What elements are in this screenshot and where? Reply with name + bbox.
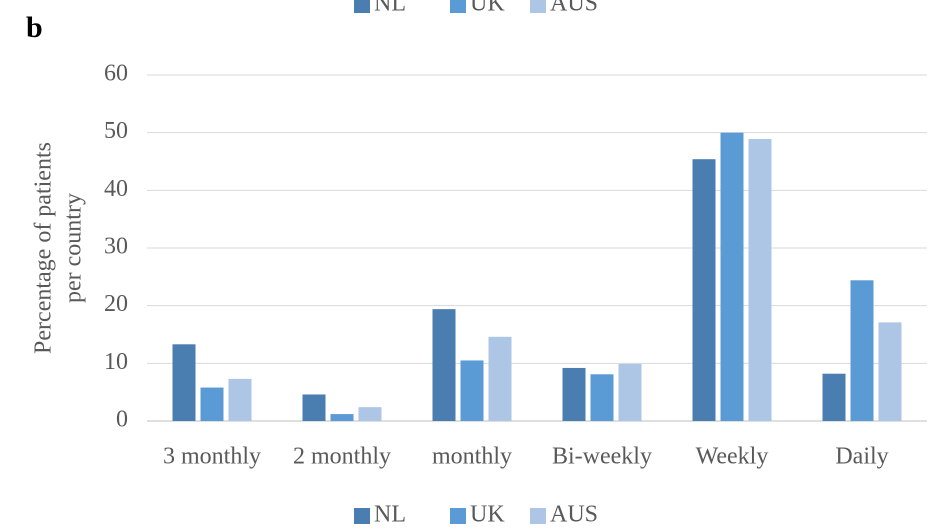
x-tick-label: monthly xyxy=(432,444,512,470)
legend-label: UK xyxy=(470,502,505,528)
bar xyxy=(878,322,902,421)
legend-swatch xyxy=(450,0,466,13)
legend-label: UK xyxy=(470,0,505,17)
bar xyxy=(228,378,252,421)
bar xyxy=(488,336,512,421)
y-tick-label: 20 xyxy=(104,291,128,317)
bar xyxy=(850,280,874,421)
bar xyxy=(330,414,354,421)
bar xyxy=(748,139,772,421)
x-tick-label: 2 monthly xyxy=(293,444,391,470)
y-tick-label: 30 xyxy=(104,234,128,260)
y-label-line: Percentage of patients xyxy=(31,142,57,354)
x-tick-label: Daily xyxy=(835,444,888,470)
bar xyxy=(822,373,846,421)
legend-label: NL xyxy=(374,0,406,17)
bar xyxy=(692,159,716,421)
x-tick-label: 3 monthly xyxy=(163,444,261,470)
bar xyxy=(562,367,586,421)
panel-label: b xyxy=(26,11,43,44)
legend-swatch xyxy=(354,508,370,524)
bar xyxy=(358,407,382,421)
legend-label: AUS xyxy=(550,502,598,528)
legend-label: AUS xyxy=(550,0,598,17)
bar xyxy=(302,394,326,421)
bar xyxy=(618,363,642,421)
y-tick-label: 0 xyxy=(116,407,128,433)
y-axis-title: Percentage of patients per country xyxy=(31,142,87,354)
y-label-line: per country xyxy=(61,193,87,303)
bar xyxy=(172,344,196,421)
y-tick-label: 60 xyxy=(104,61,128,87)
legend-swatch xyxy=(530,0,546,13)
x-tick-label: Bi-weekly xyxy=(552,444,652,470)
y-tick-label: 40 xyxy=(104,176,128,202)
bar xyxy=(460,360,484,421)
x-tick-label: Weekly xyxy=(696,444,769,470)
legend-swatch xyxy=(530,508,546,524)
bar xyxy=(720,132,744,421)
legend-label: NL xyxy=(374,502,406,528)
bar xyxy=(432,309,456,421)
bar xyxy=(200,387,224,421)
legend-swatch xyxy=(450,508,466,524)
y-tick-label: 50 xyxy=(104,118,128,144)
y-tick-label: 10 xyxy=(104,349,128,375)
bar xyxy=(590,374,614,421)
legend-swatch xyxy=(354,0,370,13)
